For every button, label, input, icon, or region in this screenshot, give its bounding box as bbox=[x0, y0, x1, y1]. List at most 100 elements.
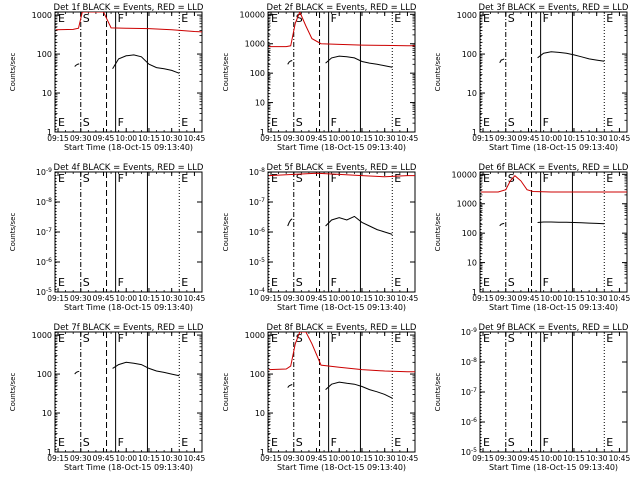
y-axis-label: Counts/sec bbox=[434, 53, 442, 92]
x-tick-label: 10:15 bbox=[563, 294, 585, 303]
marker-label-top: F bbox=[118, 12, 124, 25]
x-tick-label: 09:15 bbox=[260, 454, 282, 463]
x-tick-label: 10:30 bbox=[374, 454, 396, 463]
marker-label-top: F bbox=[543, 172, 549, 185]
y-tick-label: 10 bbox=[467, 259, 477, 268]
marker-label-top: F bbox=[543, 332, 549, 345]
marker-label-bottom: E bbox=[58, 436, 65, 449]
plot-area: E E S S F F E E bbox=[268, 172, 415, 292]
marker-label-top: S bbox=[508, 12, 515, 25]
x-tick-label: 10:00 bbox=[540, 134, 562, 143]
y-tick-label: 1 bbox=[47, 128, 52, 137]
marker-label-bottom: E bbox=[181, 276, 188, 289]
marker-label-bottom: E bbox=[394, 436, 401, 449]
marker-label-bottom: E bbox=[606, 436, 613, 449]
x-axis-label: Start Time (18-Oct-15 09:13:40) bbox=[277, 303, 406, 312]
x-tick-label: 09:30 bbox=[70, 294, 92, 303]
x-tick-label: 09:45 bbox=[518, 454, 540, 463]
marker-label-bottom: E bbox=[58, 116, 65, 129]
series-line-3 bbox=[537, 221, 605, 225]
marker-label-top: S bbox=[296, 332, 303, 345]
x-axis-label: Start Time (18-Oct-15 09:13:40) bbox=[277, 463, 406, 472]
marker-label-top: E bbox=[483, 332, 490, 345]
series-line-3 bbox=[112, 54, 180, 74]
y-tick-label: 10000 bbox=[452, 170, 477, 179]
x-tick-label: 09:15 bbox=[47, 454, 69, 463]
y-tick-label: 10-8 bbox=[249, 167, 265, 177]
marker-label-top: S bbox=[83, 172, 90, 185]
x-tick-label: 09:15 bbox=[472, 454, 494, 463]
x-tick-label: 10:15 bbox=[351, 454, 373, 463]
panel-title: Det 5f BLACK = Events, RED = LLD bbox=[267, 163, 417, 173]
x-tick-label: 09:15 bbox=[260, 294, 282, 303]
y-axis-label: Counts/sec bbox=[222, 213, 230, 252]
marker-label-bottom: E bbox=[394, 116, 401, 129]
x-tick-label: 10:15 bbox=[563, 454, 585, 463]
marker-label-top: F bbox=[118, 172, 124, 185]
marker-label-top: S bbox=[296, 172, 303, 185]
x-tick-label: 09:45 bbox=[306, 134, 328, 143]
x-tick-label: 10:30 bbox=[374, 294, 396, 303]
x-tick-label: 10:00 bbox=[540, 454, 562, 463]
marker-label-bottom: E bbox=[58, 276, 65, 289]
panel-1: Det 1f BLACK = Events, RED = LLD 1 10 100 10… bbox=[9, 3, 205, 152]
y-tick-label: 100 bbox=[462, 50, 477, 59]
x-tick-label: 09:30 bbox=[495, 134, 517, 143]
marker-label-bottom: F bbox=[331, 276, 337, 289]
series-line-1 bbox=[499, 58, 505, 63]
y-tick-label: 10 bbox=[255, 409, 265, 418]
y-axis-label: Counts/sec bbox=[9, 53, 17, 92]
y-tick-label: 10-8 bbox=[461, 357, 477, 367]
x-axis-label: Start Time (18-Oct-15 09:13:40) bbox=[64, 143, 193, 152]
y-tick-label: 10-9 bbox=[36, 167, 52, 177]
x-axis-label: Start Time (18-Oct-15 09:13:40) bbox=[489, 303, 618, 312]
marker-label-bottom: E bbox=[606, 116, 613, 129]
plot-frame bbox=[479, 331, 628, 453]
plot-frame bbox=[267, 331, 416, 453]
marker-label-bottom: E bbox=[271, 436, 278, 449]
plot-frame bbox=[479, 11, 628, 133]
x-tick-label: 10:15 bbox=[138, 134, 160, 143]
x-tick-label: 10:30 bbox=[161, 454, 183, 463]
marker-label-top: E bbox=[58, 12, 65, 25]
marker-label-bottom: S bbox=[296, 436, 303, 449]
panel-title: Det 1f BLACK = Events, RED = LLD bbox=[54, 3, 204, 13]
plot-area: E E S S F F E E bbox=[480, 12, 613, 132]
marker-label-bottom: E bbox=[271, 276, 278, 289]
panel-6: Det 6f BLACK = Events, RED = LLD 1 10 100 10… bbox=[434, 163, 630, 312]
x-tick-label: 10:30 bbox=[586, 134, 608, 143]
x-tick-label: 10:00 bbox=[328, 134, 350, 143]
x-tick-label: 10:15 bbox=[351, 134, 373, 143]
y-tick-label: 10-5 bbox=[249, 257, 265, 267]
y-tick-label: 100 bbox=[37, 50, 52, 59]
series-line-3 bbox=[325, 55, 393, 68]
panel-title: Det 2f BLACK = Events, RED = LLD bbox=[267, 3, 417, 13]
y-tick-label: 10-6 bbox=[249, 227, 265, 237]
series-line-2 bbox=[499, 222, 505, 227]
y-tick-label: 100 bbox=[37, 370, 52, 379]
marker-label-bottom: E bbox=[483, 436, 490, 449]
x-tick-label: 09:30 bbox=[283, 454, 305, 463]
x-tick-label: 09:45 bbox=[306, 294, 328, 303]
y-tick-label: 10 bbox=[42, 89, 52, 98]
marker-label-top: E bbox=[58, 332, 65, 345]
x-tick-label: 09:45 bbox=[518, 294, 540, 303]
marker-label-top: F bbox=[118, 332, 124, 345]
y-tick-label: 100 bbox=[462, 229, 477, 238]
x-tick-label: 10:45 bbox=[609, 294, 631, 303]
marker-label-bottom: E bbox=[394, 276, 401, 289]
marker-label-top: F bbox=[543, 12, 549, 25]
x-tick-label: 10:45 bbox=[609, 134, 631, 143]
x-axis-label: Start Time (18-Oct-15 09:13:40) bbox=[64, 303, 193, 312]
marker-label-bottom: S bbox=[83, 276, 90, 289]
plot-area: E E S S F F E E bbox=[55, 172, 188, 292]
y-tick-label: 1000 bbox=[457, 200, 477, 209]
y-tick-label: 1000 bbox=[457, 11, 477, 20]
y-tick-label: 10000 bbox=[240, 10, 265, 19]
y-tick-label: 1 bbox=[260, 448, 265, 457]
marker-label-top: E bbox=[58, 172, 65, 185]
series-line-2 bbox=[74, 63, 80, 67]
plot-area: E E S S F F E E bbox=[55, 12, 202, 132]
series-line-2 bbox=[287, 60, 293, 65]
